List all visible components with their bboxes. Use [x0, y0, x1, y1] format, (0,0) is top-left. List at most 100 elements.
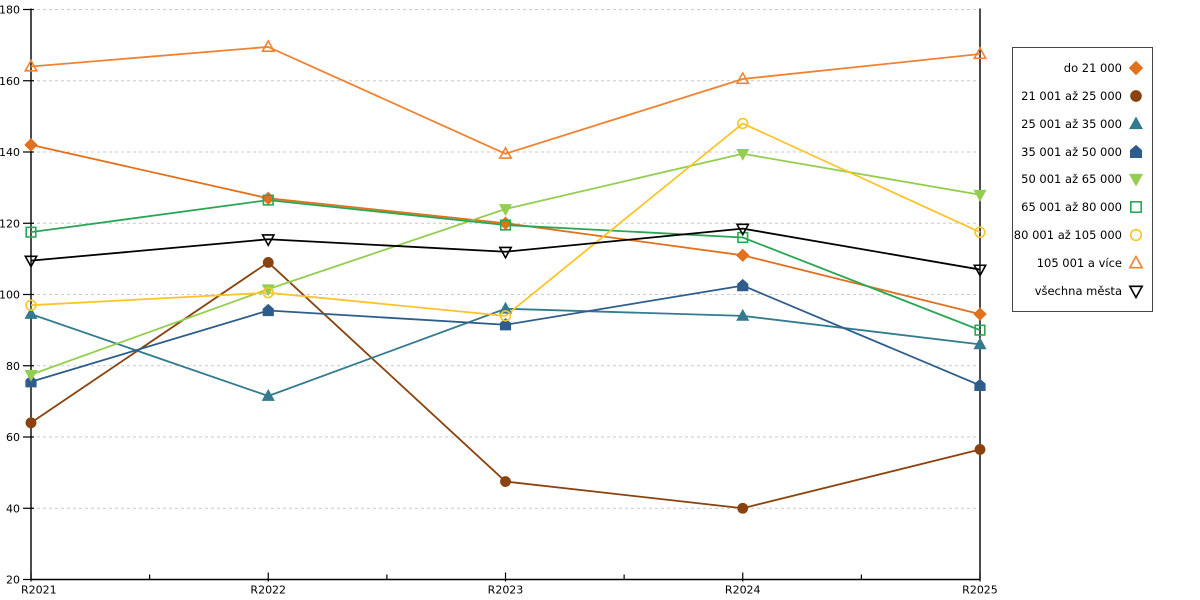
diamond-marker: [1128, 60, 1144, 76]
triangle-up-marker: [973, 337, 987, 350]
square-marker: [499, 219, 512, 231]
square-marker: [25, 226, 37, 238]
legend-item-7: 105 001 a více: [1017, 250, 1144, 276]
square-marker: [974, 324, 986, 336]
legend-label: 105 001 a více: [1036, 256, 1122, 271]
series-line-6: [30, 122, 981, 317]
triangle-up-marker: [736, 308, 750, 321]
circle-marker: [737, 502, 749, 514]
x-tick-label-0: R2021: [21, 584, 57, 597]
series-markers-6: [25, 117, 986, 322]
triangle-down-marker: [261, 234, 276, 247]
series-markers-4: [24, 148, 987, 382]
x-tick-label-3: R2024: [725, 584, 761, 597]
triangle-up-marker: [498, 146, 513, 159]
legend-item-3: 35 001 až 50 000: [1017, 139, 1144, 165]
diamond-icon: [1128, 60, 1144, 76]
triangle-up-icon: [1128, 116, 1144, 129]
legend-item-6: 80 001 až 105 000: [1014, 222, 1144, 248]
circle-marker: [1130, 89, 1142, 102]
series-markers-5: [25, 194, 986, 336]
circle-marker: [737, 117, 749, 130]
square-marker: [1129, 201, 1142, 214]
triangle-up-marker: [24, 307, 38, 319]
y-tick-label-140: 140: [0, 146, 20, 159]
y-tick-label-60: 60: [6, 431, 20, 444]
square-marker: [737, 231, 749, 244]
circle-marker: [499, 310, 512, 322]
series-markers-7: [23, 39, 988, 159]
legend-label: 35 001 až 50 000: [1021, 144, 1122, 159]
legend-item-8: všechna města: [1017, 278, 1144, 304]
legend-label: všechna města: [1034, 283, 1122, 298]
legend-label: 25 001 až 35 000: [1021, 116, 1122, 131]
triangle-down-marker: [735, 223, 750, 237]
legend-label: do 21 000: [1063, 60, 1122, 75]
series-markers-2: [24, 301, 987, 401]
square-marker: [262, 194, 274, 206]
legend-label: 50 001 až 65 000: [1021, 172, 1122, 187]
triangle-down-marker: [1128, 174, 1144, 187]
triangle-up-marker: [735, 71, 750, 85]
series-line-4: [30, 152, 981, 376]
diamond-marker: [973, 307, 987, 321]
triangle-up-marker: [261, 39, 276, 53]
y-tick-label-100: 100: [0, 289, 20, 302]
pentagon-marker: [1129, 144, 1143, 158]
circle-marker: [500, 476, 511, 487]
triangle-up-marker: [23, 58, 39, 72]
legend-item-5: 65 001 až 80 000: [1017, 194, 1144, 220]
pentagon-icon: [1129, 144, 1143, 158]
circle-marker: [262, 286, 274, 299]
circle-marker: [25, 299, 37, 311]
triangle-down-marker: [23, 255, 39, 269]
triangle-down-marker: [972, 264, 988, 278]
diamond-marker: [24, 138, 38, 152]
pentagon-marker: [737, 278, 749, 292]
triangle-down-marker: [1128, 285, 1144, 299]
triangle-up-icon: [1128, 255, 1144, 269]
triangle-down-marker: [498, 204, 513, 217]
legend-item-4: 50 001 až 65 000: [1017, 166, 1144, 192]
circle-marker: [25, 417, 37, 429]
pentagon-marker: [974, 378, 986, 391]
series-markers-8: [23, 223, 988, 278]
series-markers-1: [25, 257, 986, 514]
triangle-down-marker: [498, 246, 513, 260]
series-line-1: [30, 261, 981, 510]
triangle-up-marker: [972, 46, 988, 60]
circle-marker: [1129, 229, 1143, 242]
triangle-down-icon: [1128, 285, 1144, 299]
triangle-up-marker: [498, 301, 513, 314]
legend-label: 65 001 až 80 000: [1021, 200, 1122, 215]
x-tick-label-2: R2023: [488, 584, 524, 597]
series-markers-3: [25, 278, 986, 391]
triangle-down-icon: [1128, 174, 1144, 187]
y-tick-label-160: 160: [0, 75, 20, 88]
circle-icon: [1129, 229, 1143, 242]
x-tick-label-1: R2022: [250, 584, 286, 597]
pentagon-marker: [499, 318, 512, 331]
legend-item-1: 21 001 až 25 000: [1017, 83, 1144, 109]
triangle-down-marker: [736, 148, 750, 161]
triangle-up-marker: [1128, 116, 1144, 129]
triangle-down-marker: [24, 369, 38, 382]
circle-marker: [974, 226, 986, 238]
series-line-7: [30, 46, 981, 155]
y-tick-label-40: 40: [6, 502, 20, 515]
series-line-8: [30, 227, 981, 271]
legend-item-0: do 21 000: [1017, 55, 1144, 81]
y-tick-label-120: 120: [0, 217, 20, 230]
series-line-3: [30, 284, 981, 387]
triangle-down-marker: [261, 284, 275, 297]
x-tick-label-4: R2025: [962, 584, 998, 597]
circle-icon: [1130, 89, 1142, 102]
y-tick-label-180: 180: [0, 4, 20, 17]
y-tick-label-20: 20: [6, 574, 20, 587]
diamond-marker: [736, 248, 750, 263]
triangle-up-marker: [261, 388, 275, 401]
chart-legend: do 21 000 21 001 až 25 000 25 001 až 35 00…: [1012, 47, 1153, 312]
triangle-up-marker: [1128, 255, 1144, 269]
